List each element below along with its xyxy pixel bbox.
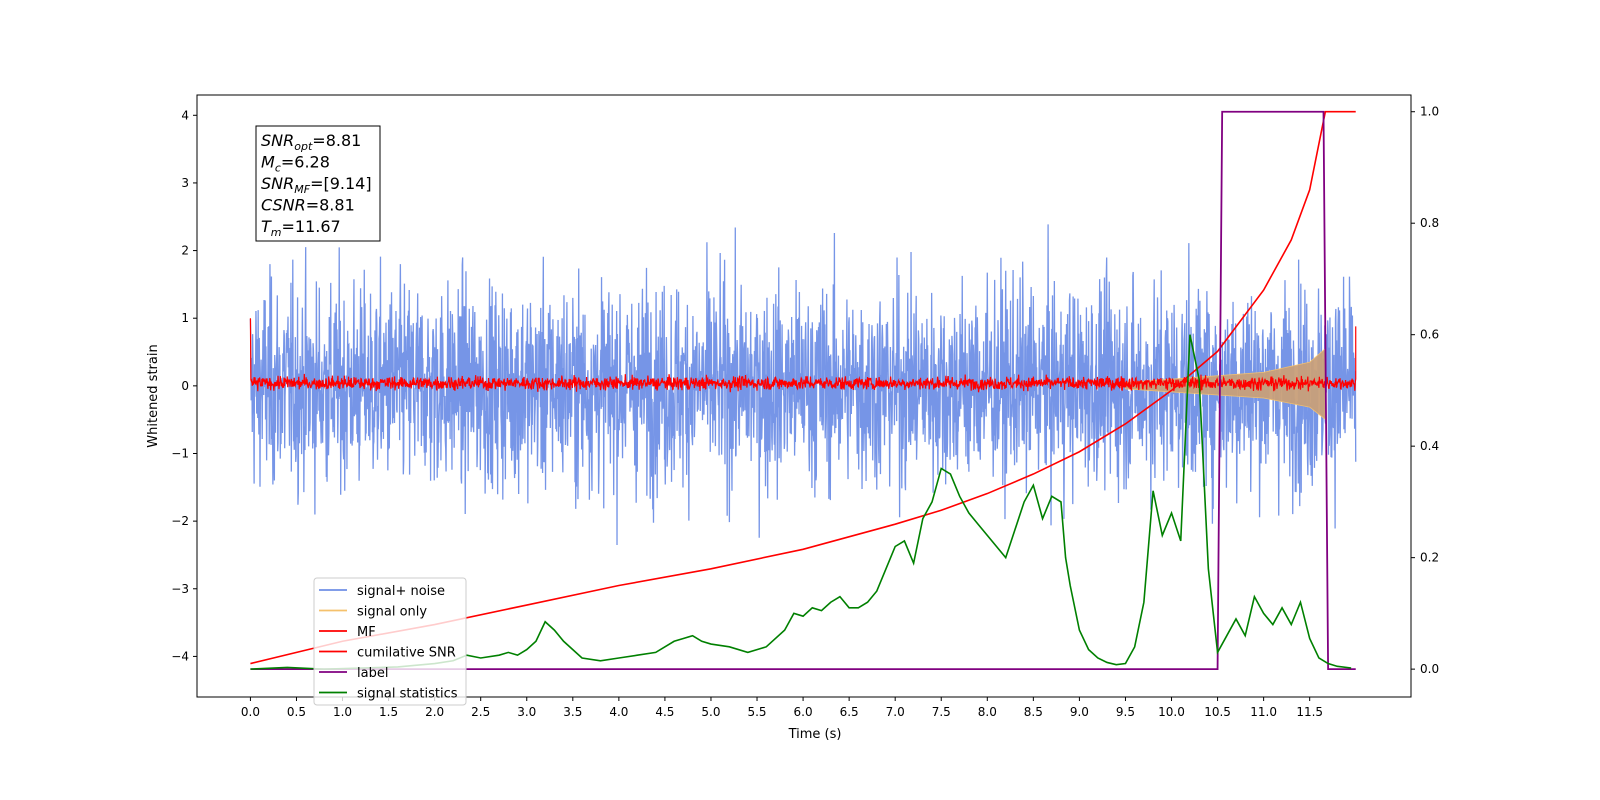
y-tick-label: 2 [181,244,189,258]
x-tick-label: 10.5 [1204,705,1231,719]
legend-entry: signal statistics [357,687,458,702]
y-tick-label: −4 [171,649,189,663]
series-layer [249,110,1357,671]
legend-frame [313,577,467,706]
x-tick-label: 7.5 [932,705,951,719]
series-signal-statistics-line [250,334,1352,670]
x-tick-label: 0.0 [241,705,260,719]
annotation-line: SNRMF=[9.14] [261,174,372,196]
y-right-tick-label: 0.0 [1420,662,1439,676]
y-tick-label: 3 [181,176,189,190]
x-tick-label: 11.0 [1250,705,1277,719]
y-right-tick-label: 1.0 [1420,105,1439,119]
x-tick-label: 4.0 [609,705,628,719]
annotation-frame [255,125,381,242]
x-tick-label: 5.0 [701,705,720,719]
y-tick-label: −1 [171,446,189,460]
y-tick-label: −2 [171,514,189,528]
annotation-line: CSNR=8.81 [261,196,355,215]
x-tick-label: 3.0 [517,705,536,719]
plot-frame [196,94,1412,698]
annotation-line: Mc=6.28 [261,153,330,175]
x-tick-label: 1.0 [333,705,352,719]
y-axis-label: Whitened strain [146,344,161,447]
annotation-line: Tm=11.67 [261,217,341,239]
series-mf-line [249,318,1357,393]
legend-entry: cumilative SNR [357,646,456,661]
legend: signal+ noise signal only MF cumilative SNR… [313,577,467,706]
x-tick-label: 9.0 [1070,705,1089,719]
x-tick-label: 5.5 [747,705,766,719]
y-right-tick-label: 0.6 [1420,328,1439,342]
x-tick-label: 2.5 [471,705,490,719]
x-axis-label: Time (s) [788,727,842,742]
y-right-tick-label: 0.2 [1420,551,1439,565]
y-tick-label: 0 [181,379,189,393]
y-right-tick-label: 0.8 [1420,216,1439,230]
series-signal-noise-line [249,224,1357,545]
x-tick-label: 4.5 [655,705,674,719]
axes-layer: 0.0 0.5 1.0 1.5 2.0 2.5 3.0 3.5 4.0 4.5 5.0 5.5 6.0 6… [171,105,1439,719]
legend-entry: label [357,666,388,681]
y-tick-label: 4 [181,108,189,122]
x-tick-label: 7.0 [886,705,905,719]
x-tick-label: 9.5 [1116,705,1135,719]
x-tick-label: 10.0 [1158,705,1185,719]
x-tick-label: 6.0 [794,705,813,719]
x-tick-label: 2.0 [425,705,444,719]
series-label-line [250,110,1356,671]
x-tick-label: 0.5 [287,705,306,719]
x-tick-label: 3.5 [563,705,582,719]
y-tick-label: 1 [181,311,189,325]
legend-entry: MF [357,625,376,640]
x-tick-label: 8.5 [1024,705,1043,719]
x-tick-label: 11.5 [1296,705,1323,719]
x-tick-label: 8.0 [978,705,997,719]
legend-entry: signal+ noise [357,584,445,599]
annotation-line: SNRopt=8.81 [261,131,361,153]
x-tick-label: 6.5 [840,705,859,719]
legend-entry: signal only [357,605,427,620]
y-right-tick-label: 0.4 [1420,439,1439,453]
x-tick-label: 1.5 [379,705,398,719]
series-cumulative-snr-line [250,110,1356,665]
y-tick-label: −3 [171,582,189,596]
